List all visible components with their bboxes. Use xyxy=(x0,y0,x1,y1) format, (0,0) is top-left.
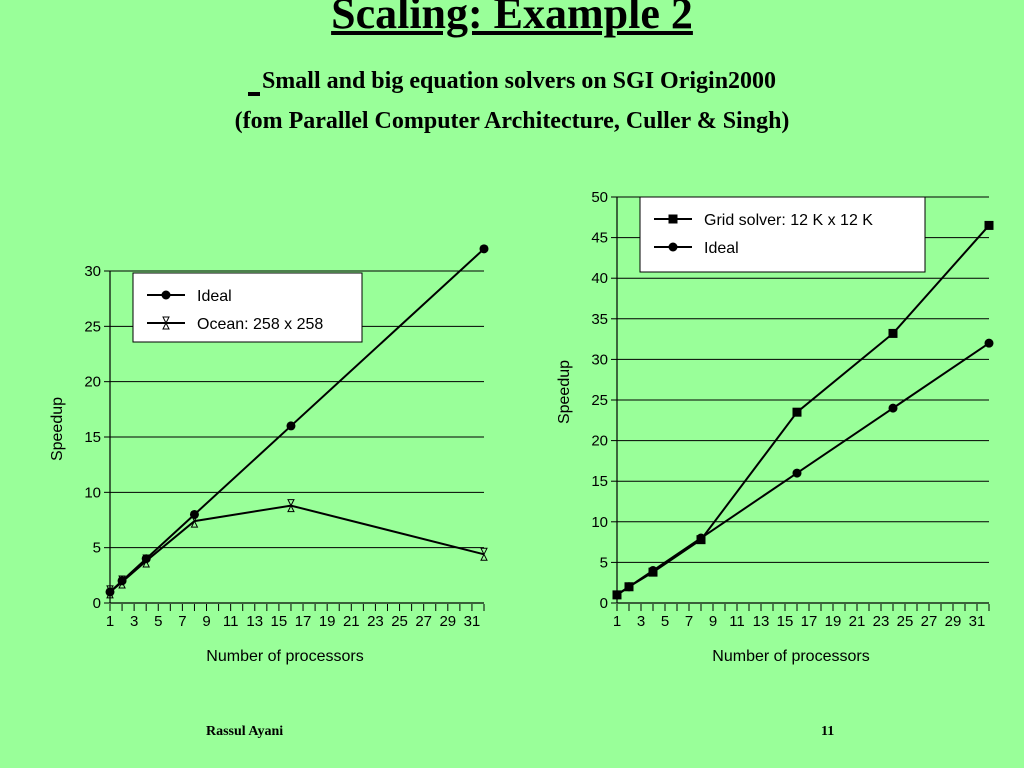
legend-marker xyxy=(668,214,678,224)
y-tick-label: 30 xyxy=(591,351,608,368)
x-tick-label: 1 xyxy=(613,613,621,630)
x-tick-label: 3 xyxy=(637,613,645,630)
bullet-dash-icon xyxy=(247,92,260,96)
series-line xyxy=(616,224,990,596)
data-point xyxy=(190,514,199,528)
data-point xyxy=(142,554,151,568)
data-point xyxy=(696,533,706,543)
x-axis-title: Number of processors xyxy=(206,648,363,665)
x-tick-label: 29 xyxy=(945,613,962,630)
legend-marker xyxy=(161,290,171,300)
subtitle-text-1: Small and big equation solvers on SGI Or… xyxy=(261,68,777,94)
x-tick-label: 27 xyxy=(921,613,938,630)
x-tick-label: 23 xyxy=(367,613,384,630)
data-point xyxy=(648,566,658,576)
x-tick-label: 25 xyxy=(897,613,914,630)
x-tick-label: 7 xyxy=(178,613,186,630)
x-tick-label: 23 xyxy=(873,613,890,630)
x-tick-label: 11 xyxy=(223,613,239,630)
data-point xyxy=(984,220,994,230)
legend-label: Ideal xyxy=(704,240,739,257)
y-tick-label: 15 xyxy=(591,473,608,490)
y-tick-label: 10 xyxy=(84,484,101,501)
legend-box xyxy=(132,272,363,343)
data-point xyxy=(984,338,994,348)
legend-label: Ideal xyxy=(197,288,232,305)
x-tick-label: 21 xyxy=(343,613,360,630)
y-axis-title: Speedup xyxy=(49,397,66,461)
y-tick-label: 50 xyxy=(591,189,608,206)
slide-subtitle-line-1: Small and big equation solvers on SGI Or… xyxy=(0,68,1024,96)
x-tick-label: 3 xyxy=(130,613,138,630)
y-tick-label: 40 xyxy=(591,270,608,287)
data-point xyxy=(792,407,802,417)
y-tick-label: 35 xyxy=(591,311,608,328)
y-tick-label: 5 xyxy=(600,554,608,571)
x-tick-label: 19 xyxy=(825,613,842,630)
x-axis-title: Number of processors xyxy=(712,648,869,665)
y-tick-label: 15 xyxy=(84,429,101,446)
y-tick-label: 0 xyxy=(93,595,101,612)
data-point xyxy=(792,468,802,478)
x-tick-label: 15 xyxy=(271,613,288,630)
legend-label: Ocean: 258 x 258 xyxy=(197,316,323,333)
y-tick-label: 5 xyxy=(93,540,101,557)
x-tick-label: 13 xyxy=(753,613,770,630)
x-tick-label: 21 xyxy=(849,613,866,630)
data-point xyxy=(888,328,898,338)
footer-page-number: 11 xyxy=(821,724,835,739)
x-tick-label: 5 xyxy=(661,613,669,630)
slide-title: Scaling: Example 2 xyxy=(331,0,693,38)
legend-label: Grid solver: 12 K x 12 K xyxy=(704,212,873,229)
x-tick-label: 9 xyxy=(202,613,210,630)
data-point xyxy=(480,547,488,561)
legend-marker xyxy=(668,242,678,252)
legend-box xyxy=(639,196,926,273)
data-point xyxy=(106,585,114,599)
slide-subtitle-line-2: (fom Parallel Computer Architecture, Cul… xyxy=(234,108,790,134)
x-tick-label: 19 xyxy=(319,613,336,630)
y-tick-label: 20 xyxy=(591,433,608,450)
x-tick-label: 13 xyxy=(246,613,263,630)
x-tick-label: 9 xyxy=(709,613,717,630)
y-tick-label: 20 xyxy=(84,374,101,391)
x-tick-label: 1 xyxy=(106,613,114,630)
x-tick-label: 25 xyxy=(391,613,408,630)
y-tick-label: 45 xyxy=(591,230,608,247)
data-point xyxy=(479,244,489,254)
y-tick-label: 25 xyxy=(84,318,101,335)
y-tick-label: 10 xyxy=(591,514,608,531)
x-tick-label: 17 xyxy=(801,613,818,630)
x-tick-label: 29 xyxy=(439,613,456,630)
x-tick-label: 17 xyxy=(295,613,312,630)
series-line xyxy=(109,504,485,593)
data-point xyxy=(612,590,622,600)
data-point xyxy=(287,499,295,513)
legend-marker xyxy=(162,316,170,330)
x-tick-label: 31 xyxy=(464,613,481,630)
x-tick-label: 7 xyxy=(685,613,693,630)
data-point xyxy=(624,582,634,592)
y-tick-label: 30 xyxy=(84,263,101,280)
x-tick-label: 5 xyxy=(154,613,162,630)
x-tick-label: 31 xyxy=(969,613,986,630)
data-point xyxy=(118,575,126,589)
x-tick-label: 15 xyxy=(777,613,794,630)
data-point xyxy=(888,403,898,413)
footer-author: Rassul Ayani xyxy=(206,724,284,739)
y-tick-label: 25 xyxy=(591,392,608,409)
x-tick-label: 27 xyxy=(415,613,432,630)
data-point xyxy=(286,421,296,431)
series-line xyxy=(616,342,990,596)
y-axis-title: Speedup xyxy=(556,360,573,424)
y-tick-label: 0 xyxy=(600,595,608,612)
x-tick-label: 11 xyxy=(729,613,745,630)
